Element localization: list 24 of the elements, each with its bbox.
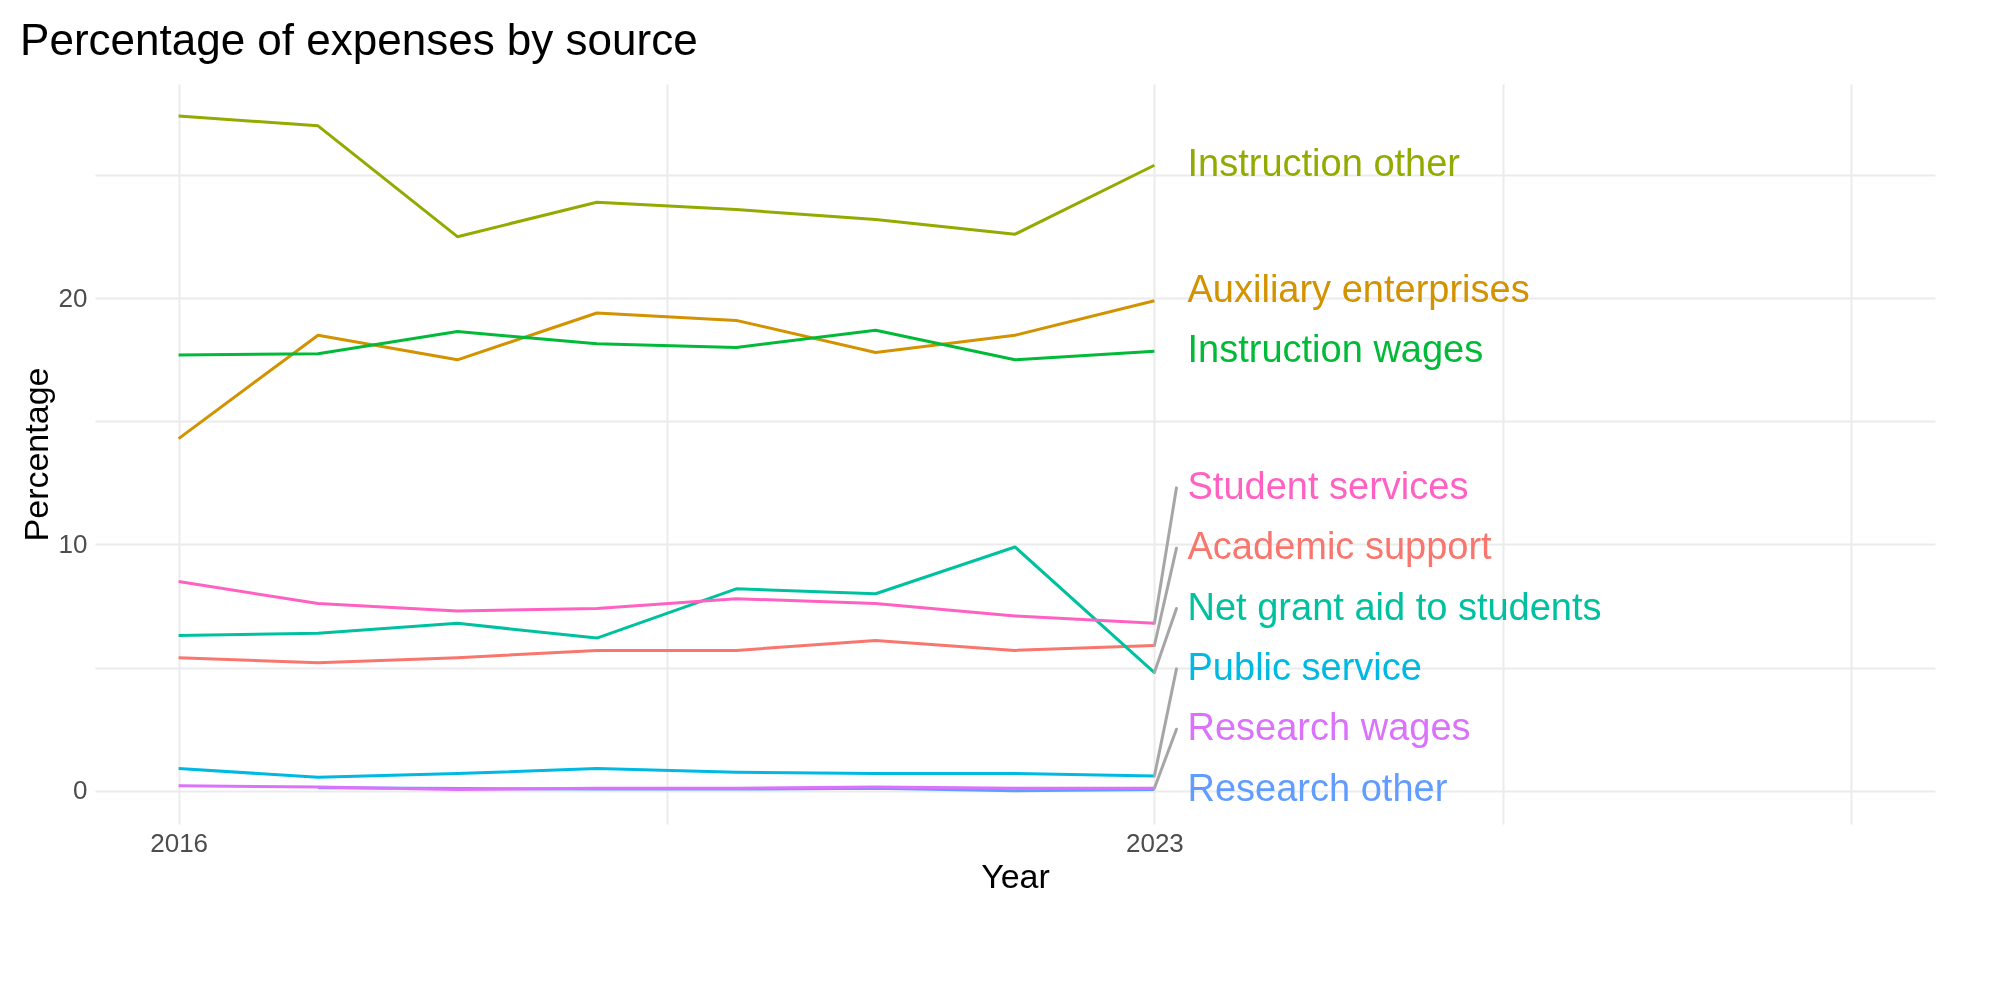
- line-series: [177, 579, 1156, 625]
- y-tick-label: 0: [73, 775, 88, 806]
- line-series: [177, 328, 1156, 362]
- chart-title: Percentage of expenses by source: [20, 15, 698, 64]
- line-series: [177, 299, 1156, 441]
- series-label: Net grant aid to students: [1187, 585, 1602, 628]
- series-label: Auxiliary enterprises: [1187, 267, 1530, 310]
- line-series: [177, 639, 1156, 665]
- text: Public service: [1187, 645, 1422, 688]
- series-label: Instruction wages: [1187, 328, 1484, 371]
- y-tick-label: 10: [58, 529, 88, 559]
- x-tick-label: 2016: [150, 827, 209, 858]
- text: Academic support: [1187, 525, 1493, 568]
- series-label: Research wages: [1187, 706, 1471, 749]
- y-tick-label: 20: [58, 282, 88, 313]
- series-label: Research other: [1187, 766, 1448, 809]
- line-series: [177, 545, 1156, 675]
- y-axis-title: Percentage: [16, 367, 55, 542]
- line-series: [177, 114, 1156, 239]
- text: Student services: [1187, 464, 1469, 507]
- line-series: [177, 767, 1156, 779]
- x-axis-title: Year: [981, 856, 1050, 895]
- x-tick-label: 2023: [1125, 827, 1184, 858]
- series-label: Instruction other: [1187, 142, 1461, 185]
